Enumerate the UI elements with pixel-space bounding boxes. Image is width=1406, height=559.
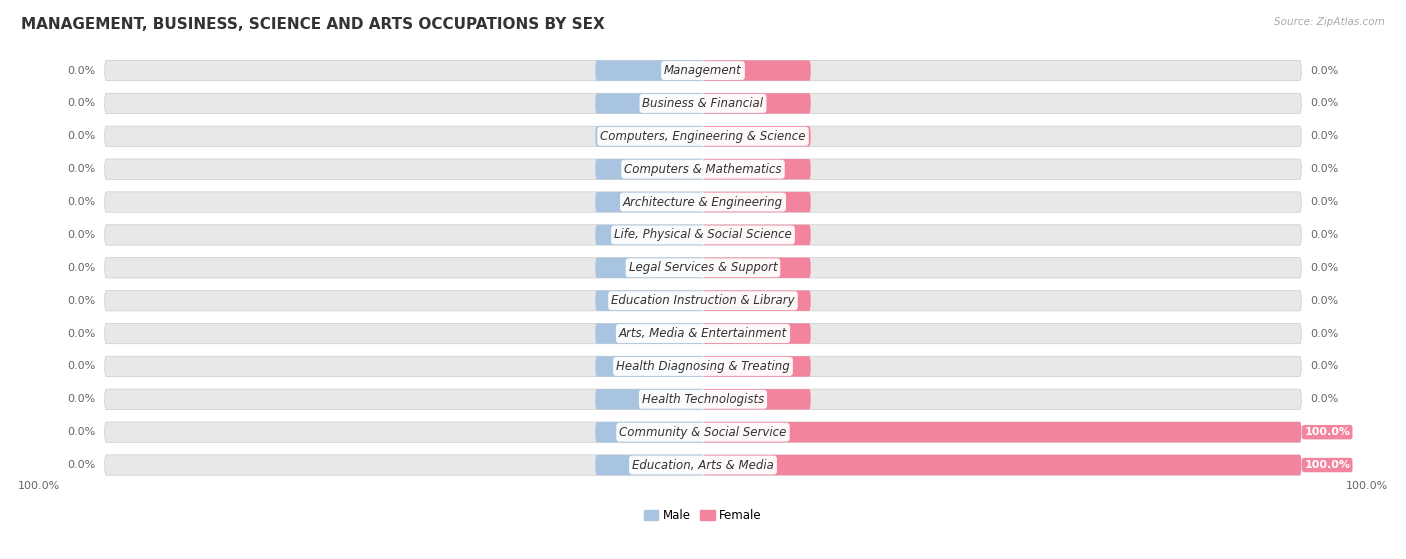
FancyBboxPatch shape [703,192,811,212]
FancyBboxPatch shape [104,258,1302,278]
FancyBboxPatch shape [104,126,1302,146]
Text: 0.0%: 0.0% [67,394,96,404]
Text: 0.0%: 0.0% [1310,394,1339,404]
FancyBboxPatch shape [104,60,1302,80]
FancyBboxPatch shape [104,389,1302,410]
FancyBboxPatch shape [703,356,811,377]
Text: 0.0%: 0.0% [1310,164,1339,174]
Text: Community & Social Service: Community & Social Service [619,425,787,439]
Text: 0.0%: 0.0% [67,460,96,470]
Text: MANAGEMENT, BUSINESS, SCIENCE AND ARTS OCCUPATIONS BY SEX: MANAGEMENT, BUSINESS, SCIENCE AND ARTS O… [21,17,605,32]
Text: 0.0%: 0.0% [1310,98,1339,108]
Text: 0.0%: 0.0% [67,329,96,339]
Text: Architecture & Engineering: Architecture & Engineering [623,196,783,209]
Text: 0.0%: 0.0% [1310,329,1339,339]
Text: 0.0%: 0.0% [1310,263,1339,273]
Text: 0.0%: 0.0% [1310,230,1339,240]
FancyBboxPatch shape [595,258,703,278]
FancyBboxPatch shape [703,455,1302,475]
Legend: Male, Female: Male, Female [640,504,766,527]
Text: Arts, Media & Entertainment: Arts, Media & Entertainment [619,327,787,340]
FancyBboxPatch shape [703,422,1302,442]
FancyBboxPatch shape [595,422,703,442]
FancyBboxPatch shape [703,323,811,344]
Text: Health Diagnosing & Treating: Health Diagnosing & Treating [616,360,790,373]
FancyBboxPatch shape [595,192,703,212]
FancyBboxPatch shape [104,192,1302,212]
Text: 100.0%: 100.0% [1346,481,1388,491]
FancyBboxPatch shape [703,60,811,80]
Text: 0.0%: 0.0% [1310,197,1339,207]
Text: 0.0%: 0.0% [67,230,96,240]
FancyBboxPatch shape [104,291,1302,311]
Text: Management: Management [664,64,742,77]
FancyBboxPatch shape [595,356,703,377]
FancyBboxPatch shape [595,126,703,146]
FancyBboxPatch shape [703,126,811,146]
FancyBboxPatch shape [595,225,703,245]
Text: 0.0%: 0.0% [67,296,96,306]
Text: 0.0%: 0.0% [67,362,96,371]
FancyBboxPatch shape [703,258,811,278]
Text: Source: ZipAtlas.com: Source: ZipAtlas.com [1274,17,1385,27]
FancyBboxPatch shape [703,389,811,410]
FancyBboxPatch shape [703,291,811,311]
Text: 0.0%: 0.0% [67,164,96,174]
Text: 0.0%: 0.0% [1310,362,1339,371]
FancyBboxPatch shape [104,159,1302,179]
FancyBboxPatch shape [703,159,811,179]
FancyBboxPatch shape [595,389,703,410]
Text: 100.0%: 100.0% [1305,427,1350,437]
FancyBboxPatch shape [104,93,1302,113]
FancyBboxPatch shape [595,93,703,113]
Text: 0.0%: 0.0% [1310,65,1339,75]
Text: Computers, Engineering & Science: Computers, Engineering & Science [600,130,806,143]
FancyBboxPatch shape [595,60,703,80]
FancyBboxPatch shape [104,422,1302,442]
FancyBboxPatch shape [595,159,703,179]
Text: 0.0%: 0.0% [67,131,96,141]
Text: Education Instruction & Library: Education Instruction & Library [612,294,794,307]
Text: 100.0%: 100.0% [1305,460,1350,470]
FancyBboxPatch shape [104,323,1302,344]
FancyBboxPatch shape [595,455,703,475]
FancyBboxPatch shape [595,291,703,311]
Text: 0.0%: 0.0% [67,65,96,75]
FancyBboxPatch shape [703,225,811,245]
Text: 0.0%: 0.0% [67,427,96,437]
FancyBboxPatch shape [703,93,811,113]
Text: Health Technologists: Health Technologists [643,393,763,406]
Text: 0.0%: 0.0% [1310,296,1339,306]
Text: 0.0%: 0.0% [1310,131,1339,141]
Text: 100.0%: 100.0% [18,481,60,491]
Text: 0.0%: 0.0% [67,263,96,273]
Text: Education, Arts & Media: Education, Arts & Media [633,458,773,472]
FancyBboxPatch shape [104,356,1302,377]
FancyBboxPatch shape [104,225,1302,245]
Text: Computers & Mathematics: Computers & Mathematics [624,163,782,176]
Text: Life, Physical & Social Science: Life, Physical & Social Science [614,229,792,241]
FancyBboxPatch shape [595,323,703,344]
Text: 0.0%: 0.0% [67,98,96,108]
Text: 0.0%: 0.0% [67,197,96,207]
FancyBboxPatch shape [104,455,1302,475]
Text: Legal Services & Support: Legal Services & Support [628,261,778,274]
Text: Business & Financial: Business & Financial [643,97,763,110]
